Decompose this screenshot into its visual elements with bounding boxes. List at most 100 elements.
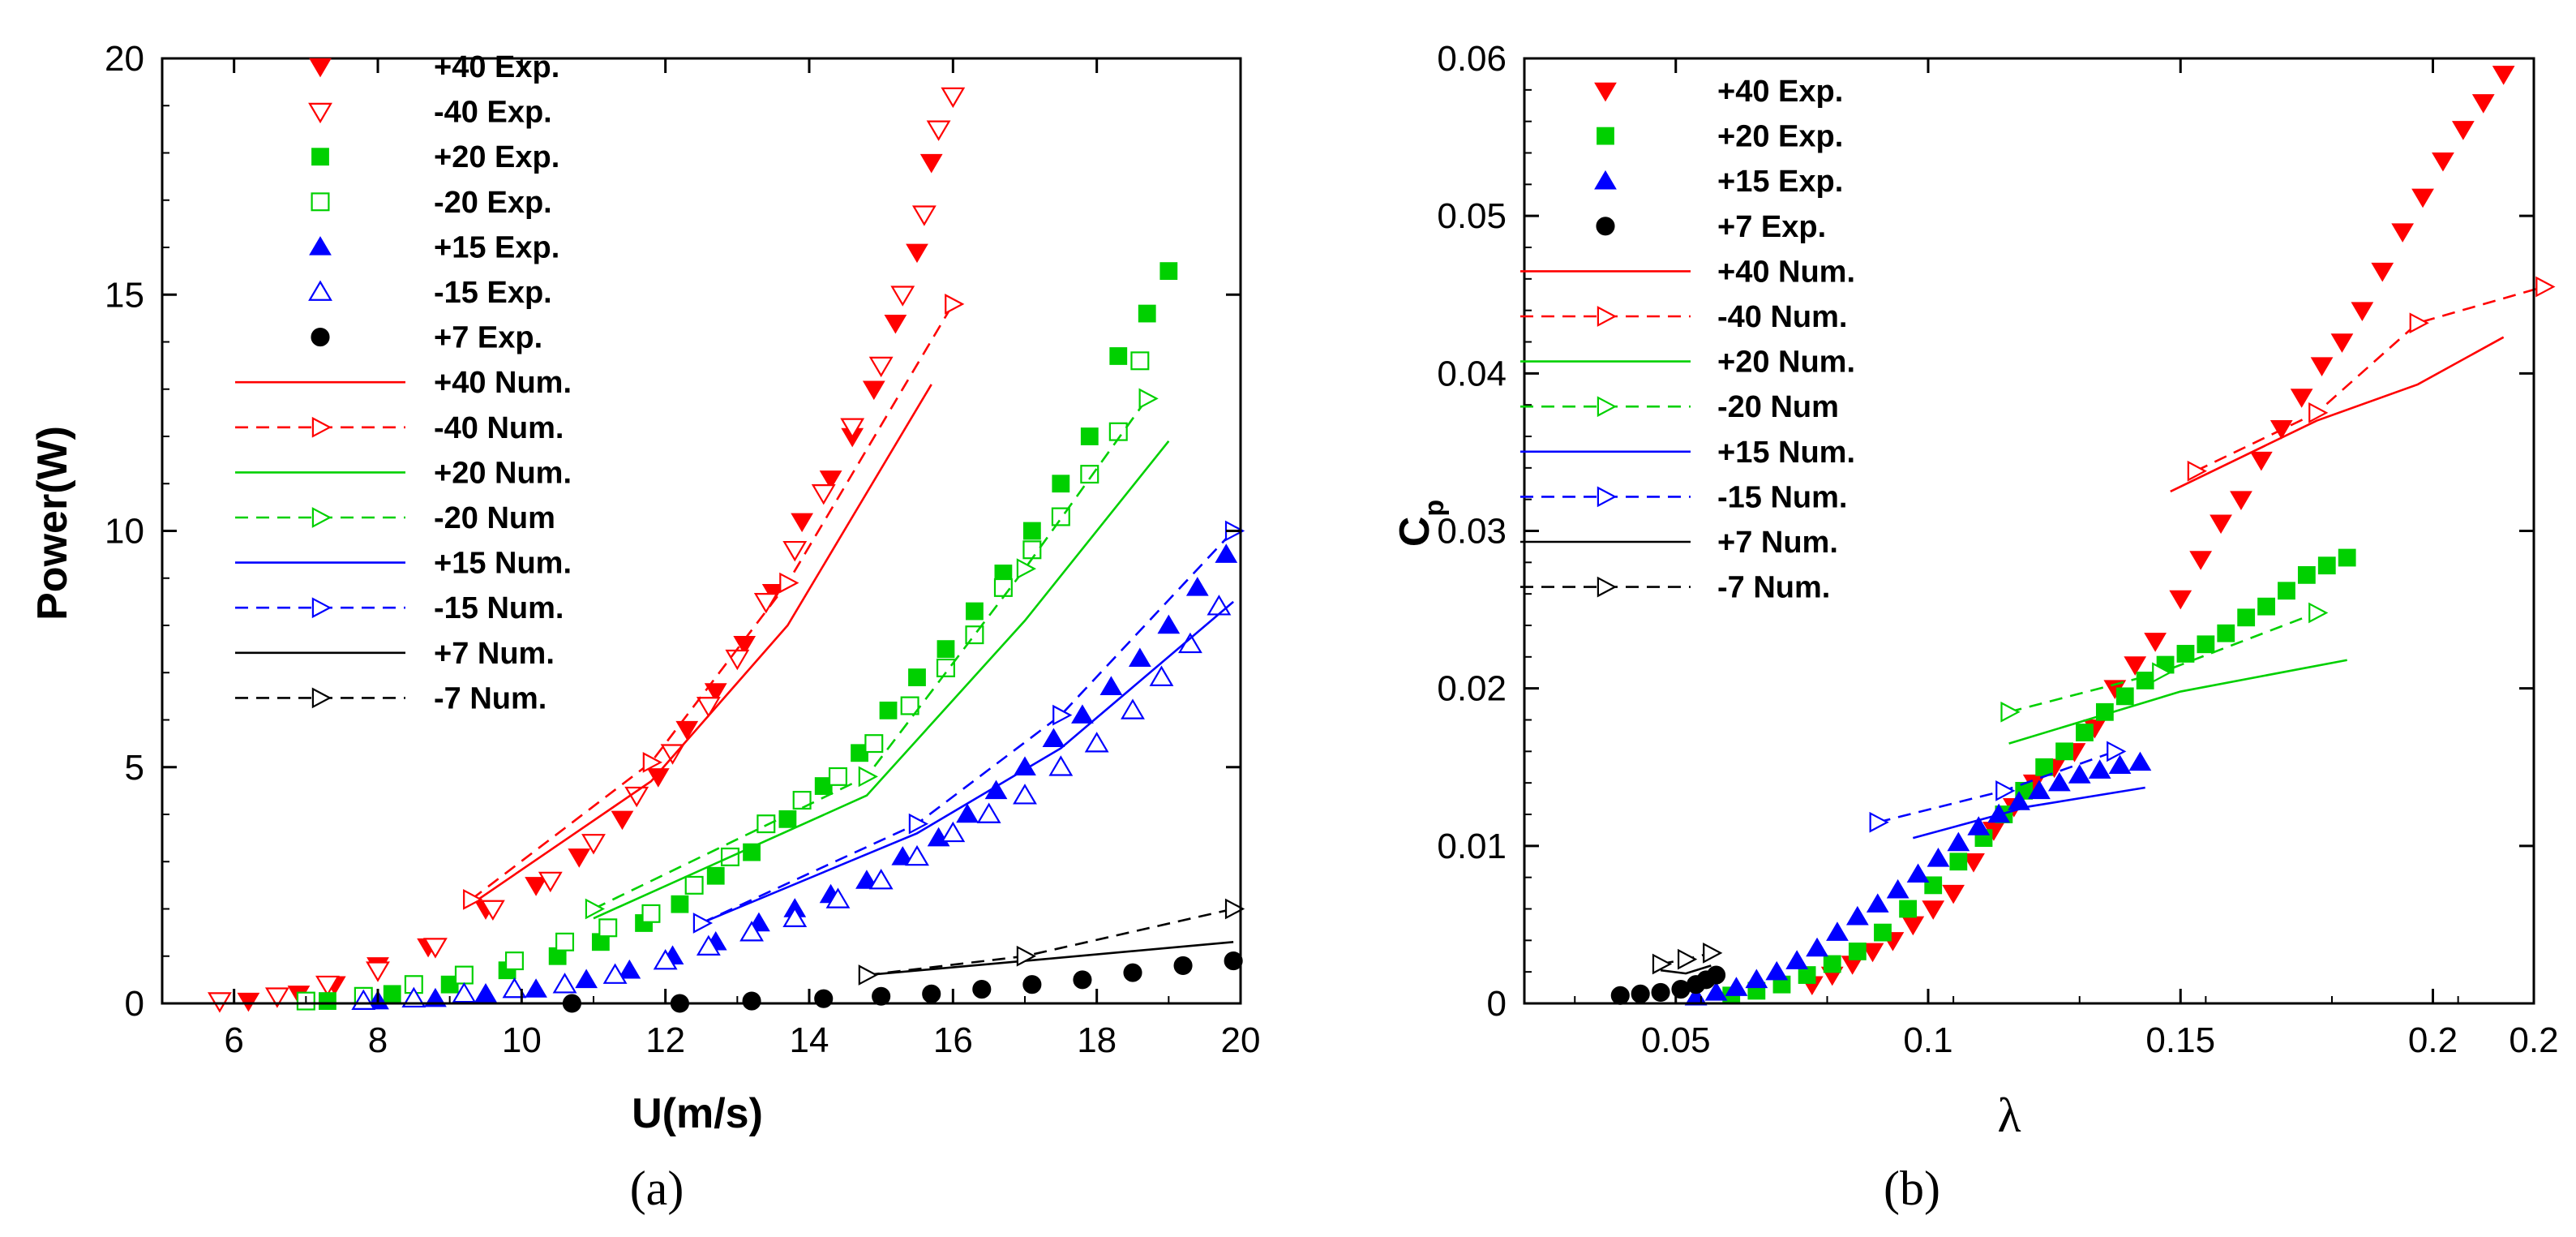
data-point xyxy=(1886,878,1909,899)
data-point xyxy=(2028,780,2051,800)
data-point xyxy=(2257,597,2275,616)
legend-label: +40 Exp. xyxy=(434,50,559,84)
data-point xyxy=(972,979,992,999)
data-point xyxy=(941,87,966,109)
legend-marker xyxy=(309,236,332,256)
data-point xyxy=(868,356,894,378)
data-point xyxy=(237,992,260,1012)
series-line xyxy=(701,600,1234,925)
data-point xyxy=(642,752,662,773)
data-point xyxy=(1123,963,1142,982)
data-point xyxy=(2308,602,2329,624)
series-line xyxy=(470,384,932,905)
data-point xyxy=(696,934,721,956)
data-point xyxy=(1128,647,1151,668)
panel-a-series-14 xyxy=(858,898,1245,986)
legend-entry: +40 Num. xyxy=(235,366,572,400)
data-point xyxy=(2136,672,2154,689)
data-point xyxy=(906,243,928,264)
data-point xyxy=(1052,704,1073,726)
panel-b-label: (b) xyxy=(1884,1162,1940,1215)
data-point xyxy=(1121,698,1145,719)
series-line xyxy=(701,530,1235,925)
legend-label: +15 Num. xyxy=(1717,436,1855,470)
data-point xyxy=(1703,942,1723,964)
data-point xyxy=(1924,876,1943,895)
panel-a-series-8 xyxy=(463,294,965,910)
data-point xyxy=(1826,921,1849,941)
panel-b-y-axis-title-main: C xyxy=(1391,517,1438,548)
data-point xyxy=(1138,304,1156,323)
legend-entry: -40 Num. xyxy=(1520,300,1847,334)
data-point xyxy=(941,821,966,843)
data-point xyxy=(2108,754,2132,775)
data-point xyxy=(1022,975,1042,994)
legend-entry: -40 Num. xyxy=(235,411,564,445)
legend-marker xyxy=(311,507,332,528)
data-point xyxy=(1048,755,1074,776)
legend-label: +15 Exp. xyxy=(434,230,559,264)
data-point xyxy=(884,314,907,334)
data-point xyxy=(1866,893,1889,913)
panel-b-y-axis-title: Cp xyxy=(1391,500,1450,547)
legend-marker xyxy=(311,416,332,438)
legend-entry: +20 Exp. xyxy=(311,140,559,174)
data-point xyxy=(2055,742,2073,761)
panel-b-x-tick-label: 0.2 xyxy=(2408,1020,2458,1060)
data-point xyxy=(1016,945,1037,967)
data-point xyxy=(2197,635,2215,654)
legend-entry: -20 Num xyxy=(1520,390,1839,424)
panel-a-series-9 xyxy=(593,440,1170,920)
data-point xyxy=(2330,333,2354,353)
data-point xyxy=(1022,522,1041,540)
legend-marker xyxy=(1597,486,1618,508)
data-point xyxy=(2371,262,2394,282)
data-point xyxy=(2310,357,2334,376)
data-point xyxy=(976,802,1001,823)
data-point xyxy=(525,877,547,896)
data-point xyxy=(966,602,984,621)
legend-label: -40 Exp. xyxy=(434,96,552,130)
data-point xyxy=(739,921,764,942)
data-point xyxy=(264,987,289,1008)
panel-a-x-tick-label: 8 xyxy=(368,1020,388,1060)
legend-entry: +7 Num. xyxy=(235,637,555,671)
data-point xyxy=(855,870,878,889)
data-point xyxy=(1845,905,1869,926)
data-point xyxy=(315,975,340,997)
data-point xyxy=(504,951,524,971)
data-point xyxy=(819,470,842,490)
data-point xyxy=(1927,848,1950,867)
legend-label: +20 Exp. xyxy=(434,140,559,174)
data-point xyxy=(1995,780,2016,801)
panel-a-y-axis-title: Power(W) xyxy=(29,426,76,621)
legend-label: -40 Num. xyxy=(1717,300,1847,334)
series-line xyxy=(1912,786,2145,840)
data-point xyxy=(2451,121,2475,140)
legend-marker xyxy=(1596,217,1615,236)
data-point xyxy=(454,965,474,985)
data-point xyxy=(611,810,634,831)
data-point xyxy=(2237,608,2256,627)
legend-label: -15 Exp. xyxy=(434,276,552,310)
data-point xyxy=(908,668,926,686)
panel-b-y-axis-title-sub: p xyxy=(1419,500,1450,517)
legend-entry: -15 Num. xyxy=(235,591,564,625)
legend-entry: +20 Num. xyxy=(1520,346,1855,380)
data-point xyxy=(733,636,757,655)
data-point xyxy=(858,766,878,788)
data-point xyxy=(1967,816,1991,835)
legend-label: -7 Num. xyxy=(1717,571,1830,605)
data-point xyxy=(868,869,894,890)
data-point xyxy=(585,898,606,920)
data-point xyxy=(1848,943,1867,960)
data-point xyxy=(936,658,955,677)
legend-entry: +40 Exp. xyxy=(309,50,559,84)
data-point xyxy=(538,871,563,893)
panel-a-series-4 xyxy=(366,543,1238,1010)
data-point xyxy=(2351,302,2374,322)
data-point xyxy=(2187,460,2207,482)
panel-a-series-7 xyxy=(470,384,932,905)
series-line xyxy=(2170,336,2505,493)
data-point xyxy=(641,904,661,923)
